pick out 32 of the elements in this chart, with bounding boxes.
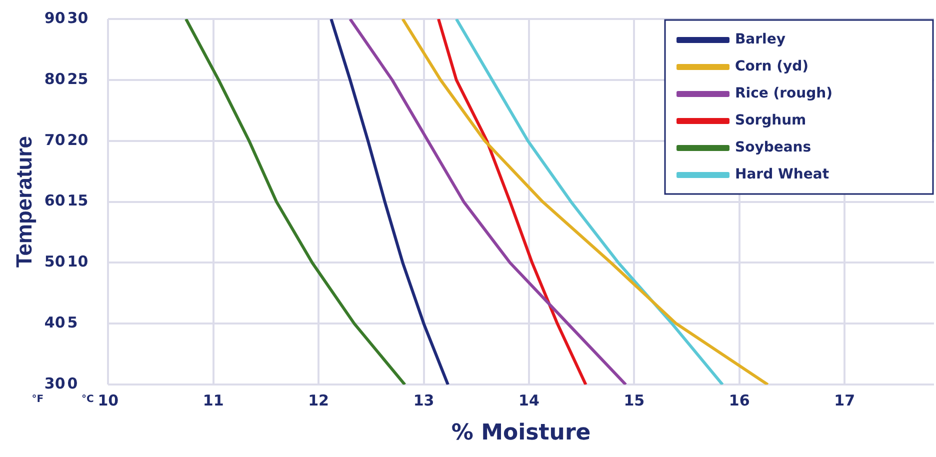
x-tick-label: 12 (308, 391, 329, 410)
y-axis-title: Temperature (11, 136, 36, 268)
y-tick-label: 90 (44, 8, 66, 27)
y-tick-label: 60 (44, 192, 66, 210)
legend-label: Soybeans (735, 140, 812, 156)
y-tick-label: 70 (44, 130, 66, 149)
y2-tick-label: 15 (67, 192, 88, 210)
y2-tick-label: 20 (67, 130, 88, 149)
x-tick-label: 13 (413, 391, 434, 410)
legend-label: Rice (rough) (735, 86, 833, 102)
x-tick-label: 17 (834, 391, 856, 410)
y2-tick-label: 25 (67, 70, 88, 88)
x-tick-label: 16 (728, 391, 750, 410)
x-tick-label: 10 (98, 391, 119, 410)
y-tick-label: 30 (44, 374, 66, 392)
y2-tick-label: 5 (67, 314, 78, 332)
y2-tick-label: 30 (67, 8, 88, 27)
legend-label: Sorghum (735, 112, 806, 129)
y2-tick-label: 10 (67, 252, 88, 271)
x-axis-title: % Moisture (451, 420, 591, 446)
legend-label: Hard Wheat (735, 166, 830, 183)
text: °C (82, 394, 94, 406)
y2-tick-label: 0 (67, 374, 78, 392)
x-tick-label: 11 (202, 391, 224, 410)
legend-label: Barley (735, 32, 786, 48)
y-tick-label: 80 (44, 70, 66, 88)
x-tick-label: 15 (624, 391, 645, 410)
text: °F (32, 394, 44, 406)
y-tick-label: 50 (44, 252, 66, 271)
y-tick-label: 40 (44, 314, 66, 332)
x-tick-label: 14 (518, 391, 540, 410)
legend-label: Corn (yd) (735, 58, 809, 75)
